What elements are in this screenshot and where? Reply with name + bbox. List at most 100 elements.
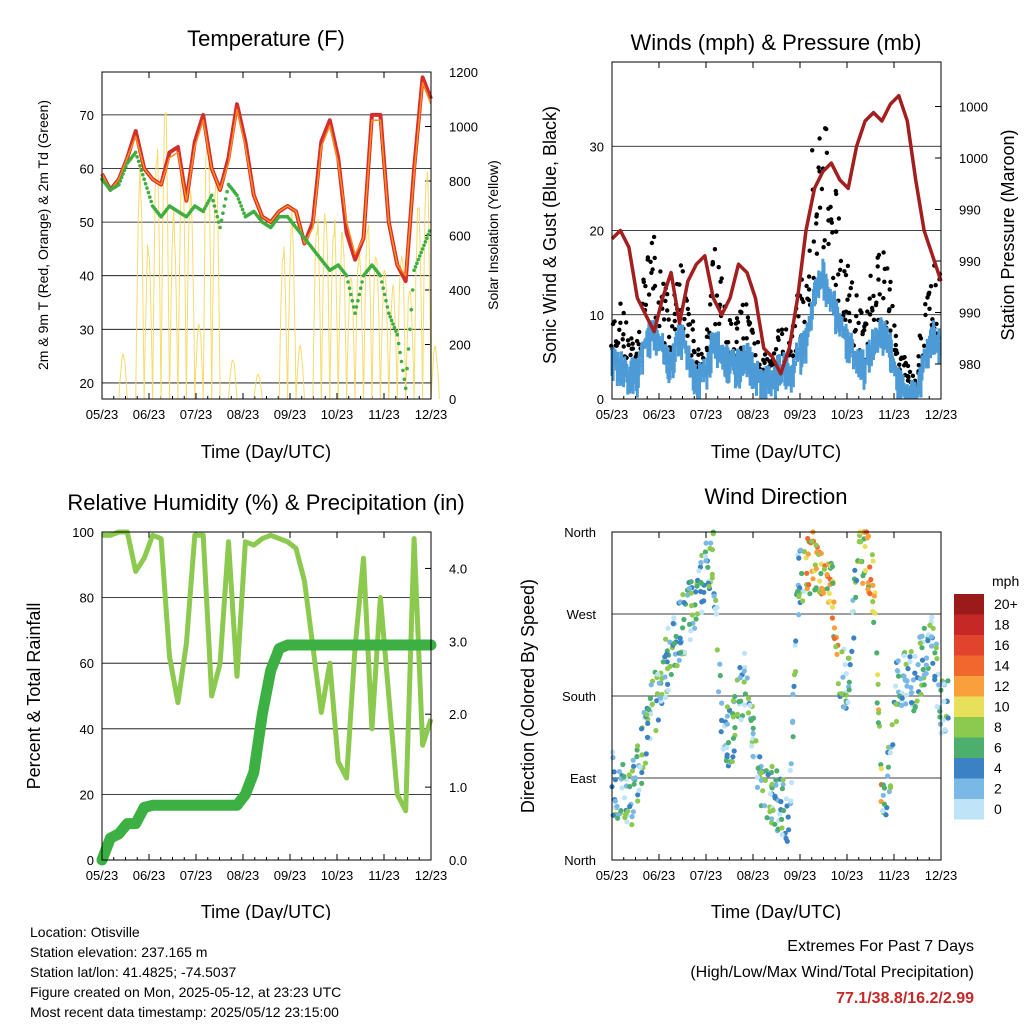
station-elevation: Station elevation: 237.165 m (30, 944, 208, 960)
gust-point (922, 343, 927, 348)
x-tick-label: 10/23 (831, 868, 864, 883)
direction-point (839, 691, 845, 697)
direction-point (618, 808, 624, 814)
dewpoint-point (398, 350, 402, 355)
direction-point (871, 593, 877, 599)
direction-point (870, 558, 876, 564)
x-tick-label: 07/23 (690, 868, 723, 883)
direction-point (902, 677, 908, 683)
direction-point (714, 604, 720, 610)
gust-point (687, 322, 692, 327)
gust-point (618, 301, 623, 306)
dewpoint-point (201, 209, 205, 214)
y-tick-label-right: 4.0 (449, 561, 467, 576)
gust-point (826, 241, 831, 247)
gust-point (705, 348, 710, 353)
y-tick-label: East (570, 771, 596, 786)
gust-point (617, 327, 622, 332)
x-axis-label: Time (Day/UTC) (201, 902, 331, 920)
direction-point (730, 698, 736, 704)
gust-point (628, 352, 633, 358)
solar-spike (396, 255, 407, 400)
direction-point (612, 777, 619, 783)
direction-point (945, 715, 951, 721)
dewpoint-point (416, 257, 421, 262)
direction-point (750, 725, 756, 731)
direction-point (869, 552, 876, 558)
y-tick-label: West (567, 607, 597, 622)
gust-point (744, 302, 749, 307)
direction-point (847, 662, 853, 668)
direction-point (788, 798, 794, 804)
direction-point (923, 662, 929, 668)
direction-point (718, 729, 724, 735)
direction-point (790, 691, 796, 697)
direction-point (804, 570, 810, 576)
x-tick-label: 09/23 (274, 868, 307, 883)
direction-point (887, 783, 894, 789)
y-axis-label: Direction (Colored By Speed) (518, 579, 538, 813)
dewpoint-point (358, 286, 363, 291)
direction-point (689, 612, 695, 618)
y-tick-label: 20 (80, 376, 94, 391)
gust-point (629, 336, 634, 341)
direction-point (779, 816, 785, 823)
y-tick-label: 60 (80, 161, 94, 176)
direction-point (860, 573, 866, 579)
direction-point (732, 693, 738, 700)
x-tick-label: 11/23 (368, 868, 400, 883)
direction-point (648, 682, 654, 688)
chart-title: Temperature (F) (187, 26, 345, 51)
gust-point (806, 274, 812, 279)
direction-point (839, 649, 845, 655)
legend-swatch (954, 676, 984, 697)
dewpoint-point (141, 172, 145, 177)
direction-point (629, 768, 636, 774)
gust-point (824, 126, 829, 132)
gust-point (712, 247, 718, 252)
solar-spike (320, 212, 331, 400)
x-tick-label: 06/23 (133, 868, 166, 883)
gust-point (744, 336, 749, 341)
direction-point (851, 635, 857, 641)
direction-point (777, 811, 783, 817)
dewpoint-point (384, 298, 388, 303)
direction-point (645, 720, 651, 727)
direction-point (937, 721, 944, 727)
direction-point (655, 717, 662, 723)
direction-point (737, 675, 743, 681)
gust-point (747, 322, 752, 327)
direction-point (865, 586, 871, 592)
dewpoint-point (350, 298, 355, 303)
solar-spike (211, 177, 221, 400)
direction-point (929, 634, 935, 640)
direction-point (664, 659, 670, 665)
legend-swatch (954, 635, 984, 656)
direction-point (858, 539, 864, 545)
direction-point (874, 700, 880, 706)
direction-point (868, 576, 874, 583)
dewpoint-point (408, 327, 412, 332)
direction-point (895, 658, 901, 664)
direction-point (824, 571, 830, 578)
direction-point (742, 691, 749, 697)
direction-point (812, 587, 818, 593)
direction-point (923, 655, 930, 661)
dewpoint-point (240, 207, 245, 212)
x-tick-label: 09/23 (784, 407, 817, 422)
direction-point (627, 784, 633, 790)
x-tick-label: 10/23 (321, 868, 354, 883)
direction-point (846, 655, 852, 661)
direction-point (945, 678, 951, 684)
x-tick-label: 06/23 (643, 868, 676, 883)
y-tick-label: 0 (597, 392, 604, 407)
chart-title: Wind Direction (704, 484, 847, 509)
direction-point (694, 583, 700, 589)
direction-point (834, 651, 840, 658)
gust-point (833, 282, 838, 288)
y-tick-label-right: 1000 (959, 151, 988, 166)
gust-point (824, 150, 830, 155)
direction-point (724, 721, 730, 727)
gust-point (806, 287, 812, 292)
y-tick-label-right: 990 (959, 254, 981, 269)
